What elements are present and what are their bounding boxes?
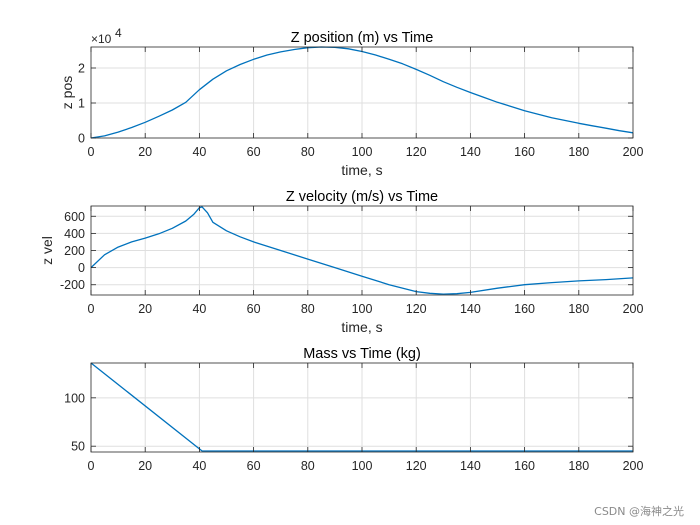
plot3-x-tick-label: 100 <box>352 459 373 473</box>
plot1-y-tick-label: 0 <box>78 132 85 146</box>
plot3-x-tick-label: 120 <box>406 459 427 473</box>
plot1-x-tick-label: 20 <box>138 145 152 159</box>
plot1-x-tick-label: 60 <box>247 145 261 159</box>
plot2-x-axis-label: time, s <box>341 319 382 335</box>
plot2-x-tick-label: 180 <box>568 302 589 316</box>
plot3-series-line <box>90 362 633 452</box>
plot3-x-tick-label: 20 <box>138 459 152 473</box>
plot2-x-tick-label: 80 <box>301 302 315 316</box>
plot2-title: Z velocity (m/s) vs Time <box>286 189 438 205</box>
plot1-x-tick-label: 140 <box>460 145 481 159</box>
plot2-x-tick-label: 40 <box>192 302 206 316</box>
plot1-x-tick-label: 160 <box>514 145 535 159</box>
plot1-y-tick-label: 2 <box>78 62 85 76</box>
plot3-x-tick-label: 40 <box>192 459 206 473</box>
plot1-x-tick-label: 0 <box>88 145 95 159</box>
plot2-x-tick-label: 100 <box>352 302 373 316</box>
plot2-x-tick-label: 140 <box>460 302 481 316</box>
plot1-title: Z position (m) vs Time <box>291 30 434 46</box>
plot2-x-tick-label: 120 <box>406 302 427 316</box>
plot2-y-tick-label: -200 <box>60 278 85 292</box>
plot3-x-tick-label: 140 <box>460 459 481 473</box>
plot2-x-tick-label: 200 <box>623 302 644 316</box>
plot1-x-tick-label: 40 <box>192 145 206 159</box>
plot3-x-tick-label: 80 <box>301 459 315 473</box>
plot2-series-line <box>90 206 634 295</box>
plot2-x-tick-label: 60 <box>247 302 261 316</box>
plot2-y-tick-label: 400 <box>64 227 85 241</box>
plot2-y-tick-label: 200 <box>64 244 85 258</box>
plot1-y-tick-label: 1 <box>78 97 85 111</box>
plot2-y-axis-label: z vel <box>39 236 55 265</box>
plot3-y-tick-label: 50 <box>71 440 85 454</box>
plot3-x-tick-label: 200 <box>623 459 644 473</box>
plot3-title: Mass vs Time (kg) <box>303 346 421 362</box>
watermark: CSDN @海神之光 <box>594 505 684 518</box>
plot2-x-tick-label: 20 <box>138 302 152 316</box>
plot3-x-tick-label: 0 <box>88 459 95 473</box>
plot1-x-tick-label: 120 <box>406 145 427 159</box>
plot1-x-tick-label: 80 <box>301 145 315 159</box>
plot2-y-tick-label: 0 <box>78 261 85 275</box>
plot1-x-tick-label: 100 <box>352 145 373 159</box>
plot3-x-tick-label: 180 <box>568 459 589 473</box>
plot1-x-tick-label: 200 <box>623 145 644 159</box>
plot2-x-tick-label: 0 <box>88 302 95 316</box>
plot3-x-tick-label: 160 <box>514 459 535 473</box>
plot2-x-tick-label: 160 <box>514 302 535 316</box>
plot1-exponent-base: ×10 <box>91 32 112 46</box>
plot1-x-axis-label: time, s <box>341 162 382 178</box>
plot2-y-tick-label: 600 <box>64 210 85 224</box>
plot3-x-tick-label: 60 <box>247 459 261 473</box>
plot1-exponent-power: 4 <box>115 26 122 40</box>
plot1-y-axis-label: z pos <box>59 76 75 109</box>
plot1-x-tick-label: 180 <box>568 145 589 159</box>
plot3-y-tick-label: 100 <box>64 391 85 405</box>
